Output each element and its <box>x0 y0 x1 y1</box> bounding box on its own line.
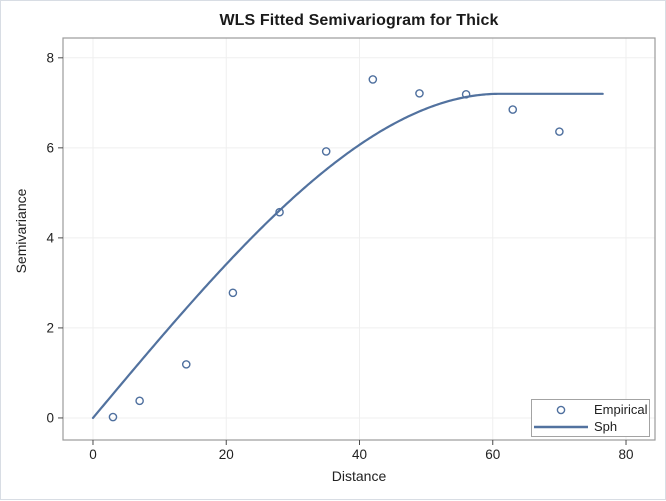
empirical-point <box>461 89 471 99</box>
x-tick-label: 40 <box>352 447 367 462</box>
empirical-point <box>321 147 331 156</box>
y-tick-label: 6 <box>46 140 54 155</box>
sph-fit-line <box>91 92 604 420</box>
sph-line-icon <box>532 424 590 430</box>
legend-item-empirical: Empirical <box>532 401 649 418</box>
empirical-point <box>368 75 378 84</box>
y-tick-label: 4 <box>46 230 54 245</box>
x-tick-label: 80 <box>619 447 634 462</box>
chart-title: WLS Fitted Semivariogram for Thick <box>219 12 499 29</box>
y-axis-label: Semivariance <box>13 188 29 274</box>
empirical-point <box>108 412 118 422</box>
legend: Empirical Sph <box>531 399 650 437</box>
y-tick-label: 2 <box>46 320 54 335</box>
legend-item-sph: Sph <box>532 418 649 435</box>
empirical-point <box>415 89 424 98</box>
y-tick-label: 0 <box>46 410 54 425</box>
empirical-point <box>181 360 191 369</box>
x-tick-label: 60 <box>485 447 500 462</box>
empirical-point <box>275 207 284 217</box>
x-tick-label: 0 <box>89 447 97 462</box>
empirical-point <box>135 396 144 406</box>
empirical-point <box>555 127 564 136</box>
empirical-point <box>228 288 238 298</box>
x-tick-label: 20 <box>219 447 234 462</box>
y-tick-label: 8 <box>46 50 54 65</box>
x-axis-label: Distance <box>331 468 387 484</box>
legend-label-empirical: Empirical <box>594 402 648 417</box>
empirical-point <box>508 105 518 114</box>
empirical-marker-icon <box>532 404 590 416</box>
legend-label-sph: Sph <box>594 419 618 434</box>
